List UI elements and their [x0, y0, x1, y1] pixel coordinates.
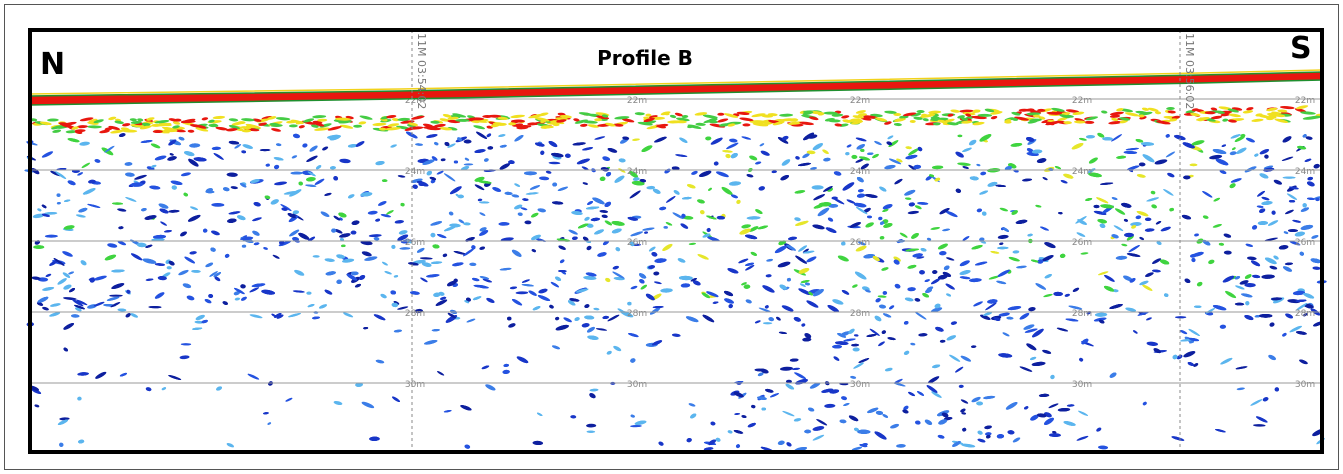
time-mark: 11M 03:56:02 — [1183, 33, 1196, 109]
depth-label: 30m — [1072, 380, 1092, 390]
depth-label: 28m — [627, 309, 647, 319]
depth-label: 24m — [627, 167, 647, 177]
reflection-speck — [1259, 314, 1272, 318]
reflection-speck — [1145, 218, 1151, 221]
depth-label: 22m — [627, 96, 647, 106]
reflection-speck — [1183, 175, 1190, 179]
time-mark: 11M 03:54:02 — [415, 33, 428, 109]
reflection-speck — [524, 171, 537, 175]
depth-label: 26m — [627, 238, 647, 248]
depth-label: 24m — [1072, 167, 1092, 177]
reflection-speck — [1124, 233, 1134, 237]
depth-label: 30m — [405, 380, 425, 390]
depth-label: 28m — [405, 309, 425, 319]
direction-label: N — [40, 47, 65, 82]
depth-label: 28m — [850, 309, 870, 319]
depth-label: 26m — [1295, 238, 1315, 248]
reflection-speck — [627, 302, 631, 305]
depth-label: 24m — [405, 167, 425, 177]
reflector-speck — [455, 119, 469, 122]
depth-label: 24m — [850, 167, 870, 177]
depth-label: 24m — [1295, 167, 1315, 177]
depth-label: 22m — [850, 96, 870, 106]
depth-label: 26m — [850, 238, 870, 248]
depth-label: 30m — [627, 380, 647, 390]
depth-label: 22m — [1295, 96, 1315, 106]
reflection-speck — [464, 140, 472, 144]
depth-label: 26m — [1072, 238, 1092, 248]
direction-label: S — [1290, 31, 1312, 66]
reflection-speck — [1283, 177, 1296, 179]
depth-label: 22m — [1072, 96, 1092, 106]
reflection-speck — [804, 430, 811, 434]
profile-title: Profile B — [597, 46, 693, 70]
depth-label: 30m — [850, 380, 870, 390]
depth-label: 30m — [1295, 380, 1315, 390]
depth-label: 28m — [1295, 309, 1315, 319]
depth-label: 26m — [405, 238, 425, 248]
depth-label: 28m — [1072, 309, 1092, 319]
